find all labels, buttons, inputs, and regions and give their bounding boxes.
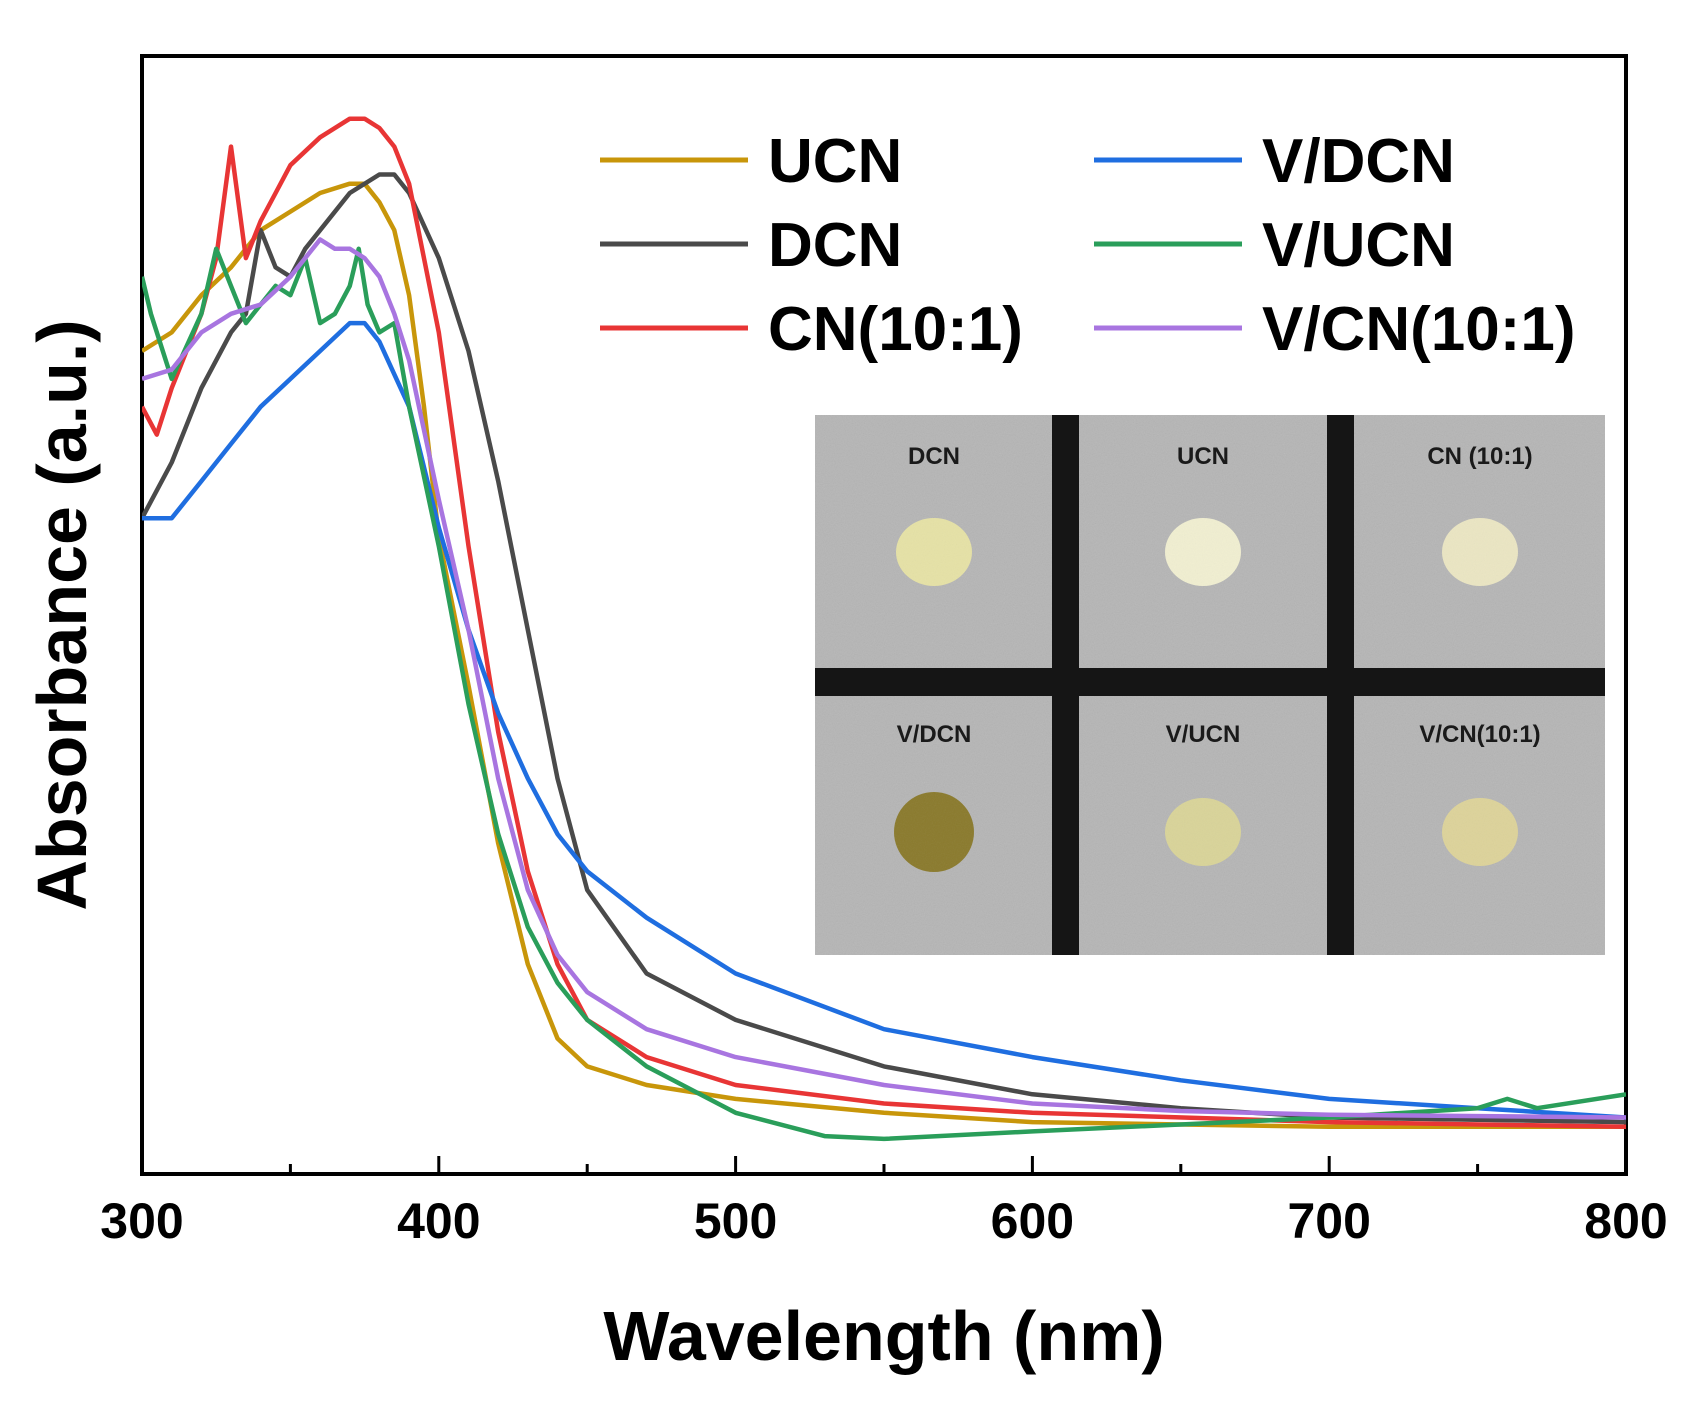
inset-divider-vertical-2: [1327, 415, 1354, 955]
inset-sample: UCN: [1165, 443, 1241, 586]
legend-label: UCN: [768, 127, 902, 196]
inset-sample-label: V/DCN: [897, 721, 972, 748]
inset-divider-vertical-1: [1052, 415, 1079, 955]
inset-photo: DCN UCN CN (10:1) V/DCN V/UCN V/CN(10:1): [815, 415, 1605, 955]
x-tick-label: 800: [1584, 1193, 1667, 1249]
x-tick-label: 300: [100, 1193, 183, 1249]
inset-sample: CN (10:1): [1427, 443, 1533, 586]
legend-label: CN(10:1): [768, 295, 1023, 364]
x-tick-label: 700: [1287, 1193, 1370, 1249]
series-lines: [142, 116, 1626, 1142]
inset-sample-label: CN (10:1): [1427, 443, 1532, 470]
inset-sample-label: DCN: [908, 443, 960, 470]
inset-sample-label: V/CN(10:1): [1419, 721, 1540, 748]
legend-item: CN(10:1): [600, 295, 1023, 364]
inset-sample-label: V/UCN: [1166, 721, 1241, 748]
series-line-cn-10-1: [142, 116, 1626, 1130]
inset-sample: V/CN(10:1): [1419, 721, 1541, 866]
legend-label: V/UCN: [1262, 211, 1455, 280]
x-tick-label: 600: [991, 1193, 1074, 1249]
inset-sample-label: UCN: [1177, 443, 1229, 470]
inset-divider-horizontal: [815, 668, 1605, 696]
legend-item: V/CN(10:1): [1094, 295, 1576, 364]
inset-sample: DCN: [896, 443, 972, 586]
legend-label: V/CN(10:1): [1262, 295, 1576, 364]
y-axis-title: Absorbance (a.u.): [23, 319, 101, 910]
legend-item: V/UCN: [1094, 211, 1455, 280]
legend-label: DCN: [768, 211, 902, 280]
x-tick-label: 500: [694, 1193, 777, 1249]
legend-label: V/DCN: [1262, 127, 1455, 196]
legend-item: UCN: [600, 127, 902, 196]
legend-item: V/DCN: [1094, 127, 1455, 196]
legend-item: DCN: [600, 211, 902, 280]
legend: UCN DCN CN(10:1) V/DCN V/UCN V/CN(10:1): [600, 127, 1576, 364]
x-axis-tick-labels: 300 400 500 600 700 800: [100, 1193, 1667, 1249]
series-line-v-cn-10-1: [142, 237, 1626, 1120]
inset-sample: V/UCN: [1165, 721, 1241, 866]
x-tick-label: 400: [397, 1193, 480, 1249]
x-axis-title: Wavelength (nm): [603, 1297, 1164, 1375]
x-axis-ticks: [140, 1156, 1628, 1174]
inset-sample: V/DCN: [894, 721, 974, 872]
